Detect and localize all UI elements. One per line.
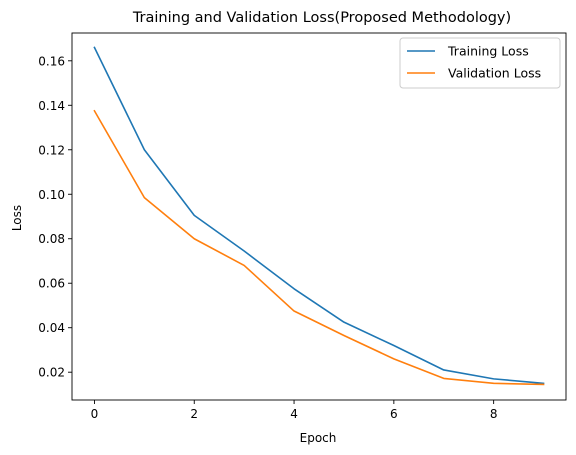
series-line-validation-loss xyxy=(93,109,545,386)
y-tick-label: 0.12 xyxy=(38,143,65,157)
plot-frame xyxy=(71,32,567,401)
chart-title: Training and Validation Loss(Proposed Me… xyxy=(132,10,511,26)
x-tick-label: 8 xyxy=(490,407,498,421)
y-tick-label: 0.10 xyxy=(38,188,65,202)
y-tick-label: 0.02 xyxy=(38,366,65,380)
y-tick-label: 0.14 xyxy=(38,99,65,113)
x-tick-label: 0 xyxy=(91,407,99,421)
y-tick-label: 0.04 xyxy=(38,321,65,335)
y-tick-label: 0.16 xyxy=(38,54,65,68)
legend-label-training-loss: Training Loss xyxy=(447,44,529,59)
x-tick-label: 6 xyxy=(390,407,398,421)
y-tick-label: 0.08 xyxy=(38,232,65,246)
plot-area: 0 2 4 6 8 0.02 0.04 0.06 0.08 0.10 0.12 0.14 0.16 xyxy=(38,32,567,421)
legend-label-validation-loss: Validation Loss xyxy=(448,66,541,81)
x-tick-label: 4 xyxy=(290,407,298,421)
series-line-training-loss xyxy=(93,46,545,385)
y-axis-label: Loss xyxy=(10,205,24,231)
legend: Training Loss Validation Loss xyxy=(399,37,561,89)
x-tick-label: 2 xyxy=(190,407,198,421)
legend-box xyxy=(399,37,561,89)
y-tick-label: 0.06 xyxy=(38,277,65,291)
x-axis-label: Epoch xyxy=(300,431,337,445)
